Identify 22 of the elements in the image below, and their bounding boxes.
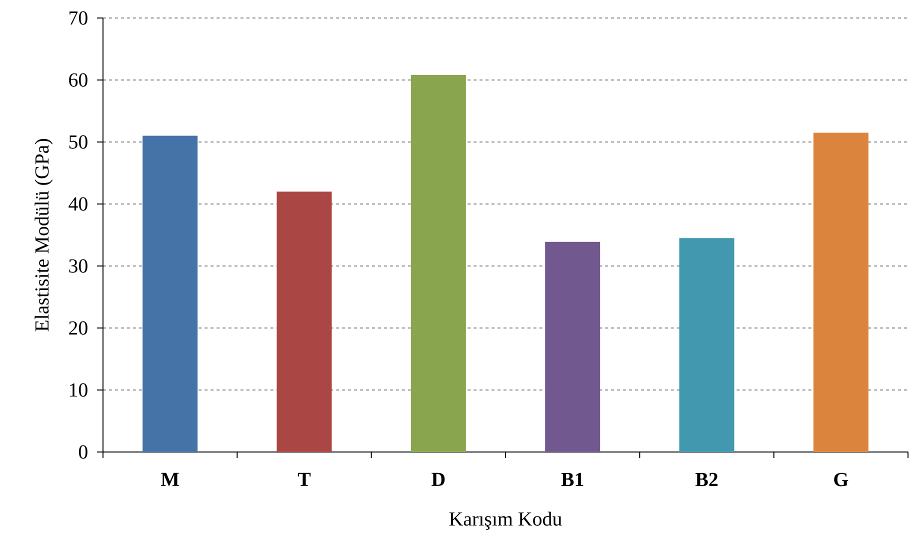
x-tick-label: T	[298, 472, 311, 486]
y-tick-label: 70	[70, 11, 88, 25]
bar	[679, 238, 734, 452]
y-tick-label: 30	[69, 259, 88, 273]
x-tick-label: M	[161, 472, 179, 486]
x-tick-label: G	[834, 472, 848, 486]
bar	[276, 192, 332, 452]
x-axis-title: Karışım Kodu	[449, 512, 562, 530]
x-tick-label: D	[432, 472, 445, 486]
bar	[813, 132, 868, 452]
y-tick-label: 20	[69, 321, 88, 335]
bar	[142, 136, 198, 452]
x-tick-label: B2	[695, 472, 718, 486]
y-tick-label: 10	[70, 383, 88, 397]
y-tick-label: 50	[69, 135, 88, 149]
bar	[545, 242, 600, 452]
y-tick-label: 60	[69, 73, 88, 87]
y-axis-title: Elastisite Modülü (GPa)	[34, 139, 53, 332]
bar	[410, 75, 466, 452]
y-tick-label: 40	[68, 197, 88, 211]
y-tick-label: 0	[78, 445, 88, 459]
x-tick-label: B1	[561, 472, 584, 486]
